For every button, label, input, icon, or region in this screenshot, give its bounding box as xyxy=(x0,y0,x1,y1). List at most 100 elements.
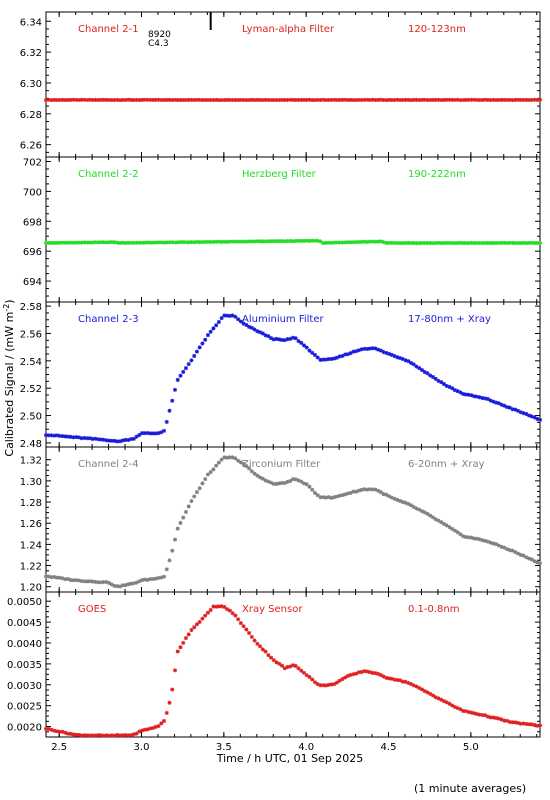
data-point xyxy=(521,411,526,416)
data-point xyxy=(216,460,221,465)
data-point xyxy=(258,98,263,103)
data-point xyxy=(502,240,507,245)
data-point xyxy=(156,97,161,102)
data-point xyxy=(315,238,320,243)
data-point xyxy=(260,331,265,336)
data-point xyxy=(310,487,315,492)
data-point xyxy=(505,547,510,552)
data-point xyxy=(455,530,460,535)
data-point xyxy=(87,240,92,245)
data-point xyxy=(516,720,521,725)
data-point xyxy=(134,580,139,585)
data-point xyxy=(400,500,405,505)
data-point xyxy=(466,535,471,540)
data-point xyxy=(145,727,150,732)
data-point xyxy=(101,437,106,442)
data-point xyxy=(329,97,334,102)
data-point xyxy=(164,97,169,102)
data-point xyxy=(233,456,238,461)
data-point xyxy=(137,579,142,584)
filter-label: Aluminium Filter xyxy=(242,314,325,325)
data-point xyxy=(189,628,194,633)
data-point xyxy=(321,97,326,102)
data-point xyxy=(44,574,48,579)
data-point xyxy=(93,240,98,245)
data-point xyxy=(293,239,298,244)
data-point xyxy=(285,664,290,669)
data-point xyxy=(326,357,331,362)
y-tick-label: 1.28 xyxy=(20,498,42,509)
data-point xyxy=(326,682,331,687)
data-point xyxy=(293,336,298,341)
data-point xyxy=(129,97,134,102)
data-point xyxy=(387,351,392,356)
data-point xyxy=(244,239,249,244)
data-point xyxy=(304,238,309,243)
data-point xyxy=(376,671,381,676)
data-point xyxy=(236,317,241,322)
data-point xyxy=(395,97,400,102)
data-point xyxy=(98,733,103,738)
data-point xyxy=(474,536,479,541)
data-point xyxy=(472,536,477,541)
data-point xyxy=(345,352,350,357)
data-point xyxy=(189,499,194,504)
data-point xyxy=(159,97,164,102)
data-point xyxy=(307,674,312,679)
data-point xyxy=(356,348,361,353)
panel-1: 6.26 6.28 6.30 6.32 6.34 Channel 2-1 Lyman-alp… xyxy=(20,11,542,158)
data-point xyxy=(236,97,241,102)
data-point xyxy=(362,487,367,492)
data-point xyxy=(54,729,59,734)
data-point xyxy=(194,622,199,627)
data-point xyxy=(104,438,109,443)
data-point xyxy=(312,680,317,685)
data-point xyxy=(452,241,457,246)
data-point xyxy=(159,721,164,726)
data-point xyxy=(60,240,65,245)
data-point xyxy=(120,240,125,245)
data-point xyxy=(85,579,90,584)
data-point xyxy=(227,608,232,613)
data-point xyxy=(389,97,394,102)
data-point xyxy=(208,329,213,334)
data-point xyxy=(205,239,210,244)
data-point xyxy=(98,437,103,442)
data-point xyxy=(71,97,76,102)
data-point xyxy=(373,671,378,676)
data-point xyxy=(148,577,153,582)
data-point xyxy=(463,709,468,714)
data-point xyxy=(452,97,457,102)
data-point xyxy=(521,240,526,245)
data-point xyxy=(524,555,529,560)
data-point xyxy=(348,240,353,245)
data-point xyxy=(129,733,134,738)
data-point xyxy=(392,496,397,501)
data-point xyxy=(277,337,282,342)
data-point xyxy=(46,97,51,102)
y-tick-label: 700 xyxy=(23,187,42,198)
data-point xyxy=(109,438,114,443)
data-point xyxy=(129,437,134,442)
data-point xyxy=(131,581,136,586)
data-point xyxy=(197,345,202,350)
data-point xyxy=(227,98,232,103)
data-point xyxy=(337,354,342,359)
data-point xyxy=(488,540,493,545)
data-point xyxy=(387,240,392,245)
data-point xyxy=(513,550,518,555)
data-point xyxy=(280,337,285,342)
data-point xyxy=(538,561,542,566)
data-point xyxy=(510,720,515,725)
data-point xyxy=(488,241,493,246)
data-point xyxy=(406,501,411,506)
data-point xyxy=(392,98,397,103)
panel-4: 1.20 1.22 1.24 1.26 1.28 1.30 1.32 Channel 2-4 Z… xyxy=(20,446,542,594)
data-point xyxy=(181,640,186,645)
y-tick-label: 1.32 xyxy=(20,456,42,467)
data-point xyxy=(230,313,235,318)
data-point xyxy=(236,239,241,244)
data-point xyxy=(104,240,109,245)
data-point xyxy=(384,675,389,680)
data-point xyxy=(310,98,315,103)
